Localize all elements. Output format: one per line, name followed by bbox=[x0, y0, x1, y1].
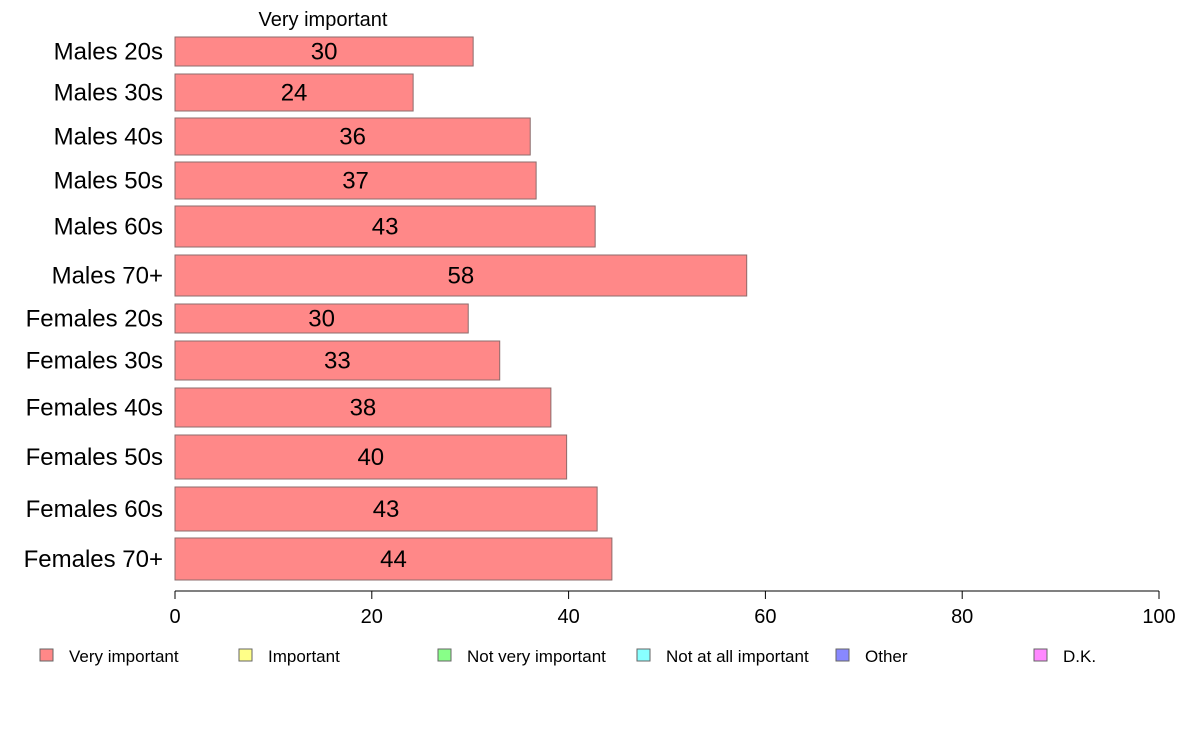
category-label: Males 50s bbox=[54, 168, 163, 195]
category-label: Males 20s bbox=[54, 39, 163, 66]
category-label: Males 70+ bbox=[52, 263, 163, 290]
bar-value-label: 36 bbox=[339, 124, 366, 151]
bar bbox=[174, 434, 568, 480]
legend-label: Important bbox=[268, 647, 340, 666]
legend-label: Not at all important bbox=[666, 647, 809, 666]
bar bbox=[174, 254, 748, 297]
category-label: Males 30s bbox=[54, 80, 163, 107]
category-label: Females 20s bbox=[26, 306, 163, 333]
x-tick-label: 80 bbox=[951, 606, 973, 628]
bar-value-label: 58 bbox=[448, 263, 475, 290]
bar-value-label: 43 bbox=[373, 496, 400, 523]
x-tick-label: 40 bbox=[557, 606, 579, 628]
legend-swatch bbox=[636, 648, 651, 662]
bar-value-label: 37 bbox=[342, 168, 369, 195]
bar-value-label: 38 bbox=[350, 395, 377, 422]
bar-value-label: 40 bbox=[357, 444, 384, 471]
legend-label: Very important bbox=[69, 647, 179, 666]
bar-value-label: 44 bbox=[380, 546, 407, 573]
bar bbox=[174, 36, 474, 67]
legend: Very important Important Not very importan… bbox=[39, 647, 1096, 666]
bar bbox=[174, 161, 537, 200]
category-label: Females 50s bbox=[26, 444, 163, 471]
bar bbox=[174, 73, 414, 112]
category-label: Females 30s bbox=[26, 348, 163, 375]
x-tick-label: 0 bbox=[169, 606, 180, 628]
category-label: Males 40s bbox=[54, 124, 163, 151]
bar-value-label: 30 bbox=[311, 39, 338, 66]
bar bbox=[174, 303, 469, 334]
x-axis: 0 20 40 60 80 100 bbox=[169, 590, 1176, 628]
bar bbox=[174, 340, 501, 381]
legend-label: Not very important bbox=[467, 647, 606, 666]
bar-value-label: 30 bbox=[308, 306, 335, 333]
x-tick-label: 20 bbox=[361, 606, 383, 628]
bar bbox=[174, 387, 552, 428]
legend-swatch bbox=[238, 648, 253, 662]
category-label: Females 70+ bbox=[24, 546, 163, 573]
bar bbox=[174, 486, 598, 532]
legend-swatch bbox=[39, 648, 54, 662]
x-tick-label: 60 bbox=[754, 606, 776, 628]
bar-value-label: 43 bbox=[372, 214, 399, 241]
x-tick-label: 100 bbox=[1142, 606, 1175, 628]
bar bbox=[174, 537, 613, 581]
legend-label: D.K. bbox=[1063, 647, 1096, 666]
legend-label: Other bbox=[865, 647, 908, 666]
chart-title: Very important bbox=[259, 9, 388, 31]
bar bbox=[174, 117, 531, 156]
bar-value-label: 24 bbox=[281, 80, 308, 107]
bars-layer: Males 20s 30 Males 30s 24 Males 40s 36 Males 5… bbox=[24, 36, 748, 581]
category-label: Females 60s bbox=[26, 496, 163, 523]
bar bbox=[174, 205, 596, 248]
bar-value-label: 33 bbox=[324, 348, 351, 375]
category-label: Females 40s bbox=[26, 395, 163, 422]
category-label: Males 60s bbox=[54, 214, 163, 241]
legend-swatch bbox=[1033, 648, 1048, 662]
legend-swatch bbox=[437, 648, 452, 662]
legend-swatch bbox=[835, 648, 850, 662]
